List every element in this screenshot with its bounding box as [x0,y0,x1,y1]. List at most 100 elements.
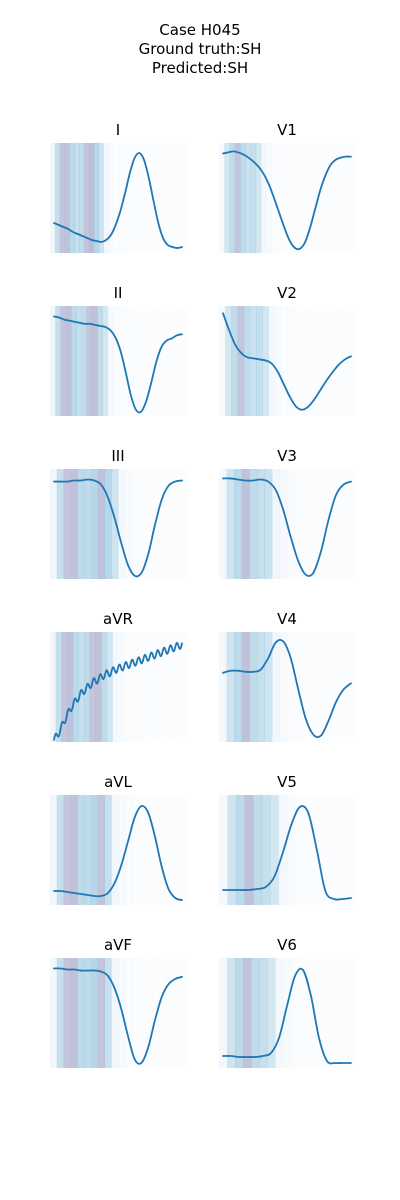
attention-band [332,469,341,579]
attention-band [305,306,313,416]
attention-band [76,306,82,416]
attention-band [50,306,56,416]
attention-band [176,143,182,253]
lead-panel-ii: II [50,284,187,416]
ground-truth-label: Ground truth:SH [138,40,262,58]
attention-band [70,958,78,1068]
attention-band [245,143,251,253]
attention-band [251,958,260,1068]
signal-line-v1 [222,150,352,251]
attention-band [128,306,135,416]
attention-band [154,306,161,416]
attention-band [271,469,281,579]
attention-band [267,958,276,1068]
attention-band [123,632,130,742]
attention-band [294,632,303,742]
attention-band [339,958,348,1068]
attention-band [309,469,318,579]
attention-band [95,632,102,742]
attention-band [244,795,254,905]
attention-band [152,632,159,742]
attention-band [255,143,262,253]
attention-band [317,632,326,742]
attention-band [299,958,308,1068]
attention-band [234,469,243,579]
signal-line-avr [53,641,183,741]
attention-band [297,143,304,253]
attention-band [77,469,85,579]
attention-band [56,958,65,1068]
attention-band [256,469,265,579]
attention-band [135,632,142,742]
attention-band [161,143,168,253]
attention-band [287,306,294,416]
attention-band [249,632,258,742]
attention-band [158,795,167,905]
attention-band [349,143,356,253]
attention-band [249,469,258,579]
attention-band [122,143,129,253]
attention-band [264,632,273,742]
lead-panel-v6: V6 [219,936,356,1068]
attention-band [104,958,112,1068]
signal-line-v3 [222,477,352,577]
attention-band [111,795,119,905]
attention-band [163,632,170,742]
attention-band [133,306,140,416]
lead-panel-v5: V5 [219,773,356,905]
attention-band [104,795,112,905]
attention-band [231,306,239,416]
attention-band [339,469,349,579]
attention-band [309,632,318,742]
attention-band [137,143,143,253]
attention-band [256,632,265,742]
attention-band [91,306,98,416]
attention-band [241,632,250,742]
attention-band [131,795,139,905]
attention-band [172,469,180,579]
attention-band [54,143,61,253]
attention-band [74,143,80,253]
attention-band [81,306,88,416]
attention-band [291,958,300,1068]
attention-band [219,958,228,1068]
attention-band [243,958,252,1068]
attention-band [226,469,235,579]
attention-band [229,143,236,253]
attention-band [113,143,119,253]
attention-band [72,632,79,742]
lead-title-v3: V3 [277,447,297,465]
attention-band [60,306,67,416]
attention-band [347,958,356,1068]
attention-band [90,795,99,905]
lead-panel-v1: V1 [219,121,356,253]
attention-band [112,306,119,416]
attention-band [138,469,146,579]
attention-band [84,795,92,905]
attention-band [287,143,293,253]
attention-band [50,469,58,579]
attention-band [127,143,134,253]
attention-band [181,143,187,253]
figure-title: Case H045 Ground truth:SH Predicted:SH [0,21,400,78]
attention-band [270,795,280,905]
attention-band [243,306,251,416]
attention-band [118,143,124,253]
attention-band [172,795,180,905]
attention-band [179,469,187,579]
attention-band [328,143,335,253]
attention-band [224,143,231,253]
attention-band [158,958,167,1068]
signal-line-i [53,152,183,249]
attention-band [55,632,62,742]
attention-band [234,143,241,253]
attention-band [171,143,177,253]
attention-band [323,958,332,1068]
lead-panel-avf: aVF [50,936,187,1068]
lead-title-avr: aVR [103,610,133,628]
predicted-label: Predicted:SH [151,59,249,77]
attention-band [268,306,276,416]
attention-band [165,958,173,1068]
attention-band [90,469,99,579]
attention-band [261,795,271,905]
